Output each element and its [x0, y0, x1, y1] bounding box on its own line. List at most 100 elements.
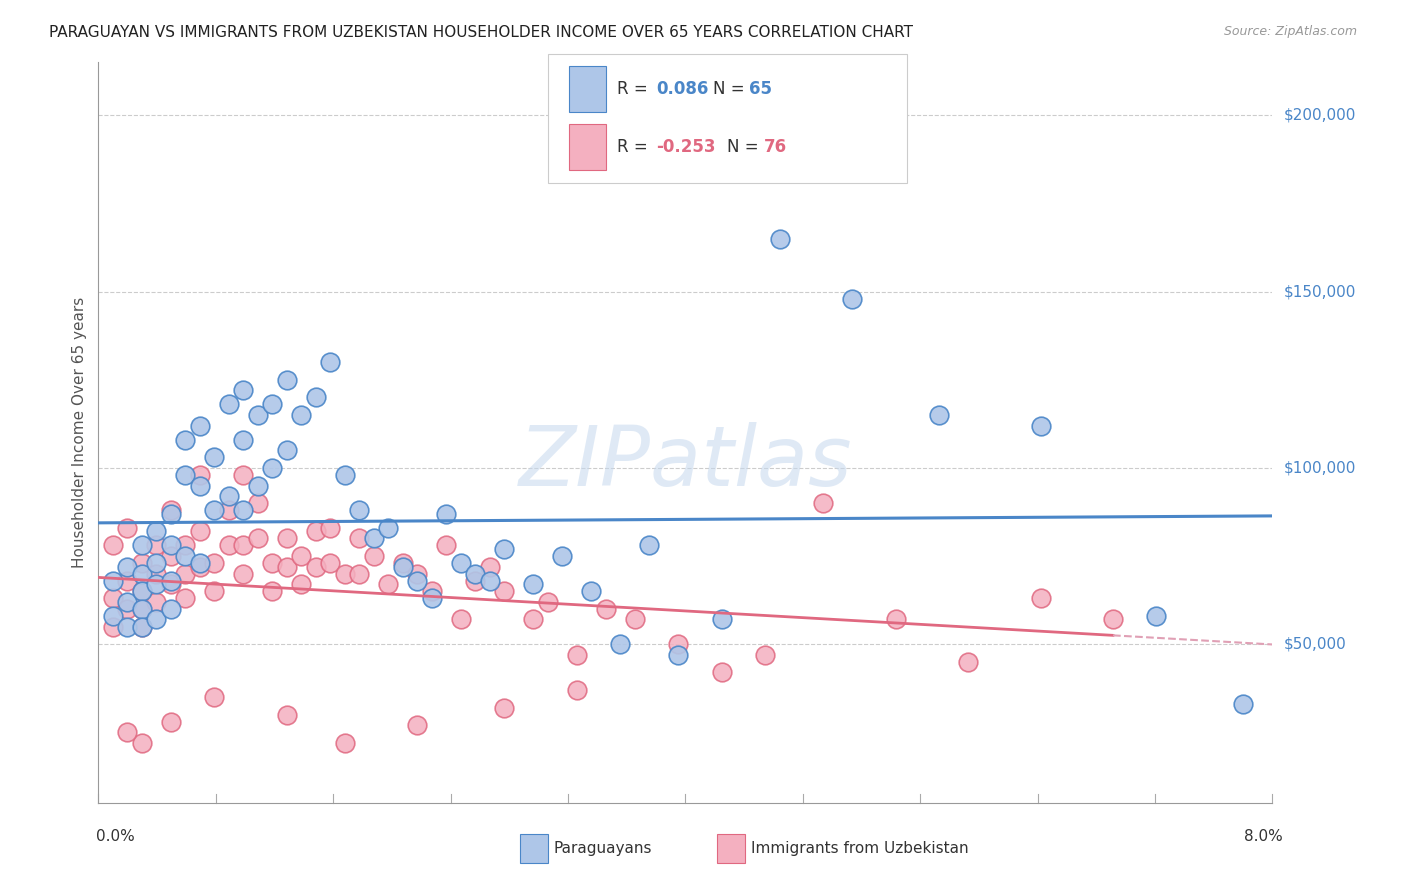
Point	[450, 612, 472, 626]
Point	[145, 524, 167, 539]
Text: R =: R =	[617, 138, 654, 156]
Point	[406, 718, 429, 732]
Text: -0.253: -0.253	[657, 138, 716, 156]
Point	[145, 538, 167, 552]
Point	[522, 612, 544, 626]
Point	[609, 637, 631, 651]
Point	[522, 577, 544, 591]
Point	[565, 648, 588, 662]
Point	[131, 736, 153, 750]
Point	[319, 355, 342, 369]
Point	[884, 612, 907, 626]
Point	[1102, 612, 1125, 626]
Text: N =: N =	[713, 80, 749, 98]
Text: ZIPatlas: ZIPatlas	[519, 422, 852, 503]
Point	[131, 584, 153, 599]
Point	[131, 619, 153, 633]
Text: Source: ZipAtlas.com: Source: ZipAtlas.com	[1223, 25, 1357, 38]
Point	[246, 408, 269, 422]
Point	[188, 418, 211, 433]
Point	[232, 384, 254, 398]
Point	[290, 408, 312, 422]
Point	[101, 619, 124, 633]
Text: $100,000: $100,000	[1284, 460, 1355, 475]
Point	[494, 700, 516, 714]
Point	[160, 714, 183, 729]
Point	[160, 503, 183, 517]
Point	[145, 566, 167, 581]
Point	[101, 591, 124, 606]
Point	[276, 532, 298, 546]
Point	[101, 609, 124, 624]
Point	[174, 467, 197, 482]
Point	[218, 503, 240, 517]
Point	[305, 559, 328, 574]
Point	[623, 612, 645, 626]
Point	[174, 549, 197, 563]
Point	[262, 584, 284, 599]
Point	[117, 602, 139, 616]
Point	[246, 496, 269, 510]
Point	[276, 443, 298, 458]
Point	[145, 556, 167, 570]
Point	[478, 559, 501, 574]
Point	[145, 577, 167, 591]
Text: 65: 65	[749, 80, 772, 98]
Point	[420, 584, 443, 599]
Point	[638, 538, 661, 552]
Point	[160, 507, 183, 521]
Point	[145, 612, 167, 626]
Point	[841, 292, 863, 306]
Point	[145, 595, 167, 609]
Point	[131, 566, 153, 581]
Point	[131, 619, 153, 633]
Point	[202, 690, 225, 704]
Point	[262, 556, 284, 570]
Point	[434, 538, 457, 552]
Point	[494, 541, 516, 556]
Point	[160, 549, 183, 563]
Point	[928, 408, 950, 422]
Point	[218, 397, 240, 411]
Point	[117, 595, 139, 609]
Point	[349, 566, 371, 581]
Point	[377, 521, 399, 535]
Point	[160, 602, 183, 616]
Point	[391, 556, 413, 570]
Point	[363, 532, 385, 546]
Text: N =: N =	[727, 138, 763, 156]
Point	[218, 489, 240, 503]
Point	[276, 373, 298, 387]
Point	[188, 556, 211, 570]
Point	[262, 461, 284, 475]
Point	[579, 584, 602, 599]
Point	[174, 433, 197, 447]
Point	[769, 232, 792, 246]
Point	[276, 707, 298, 722]
Point	[333, 736, 356, 750]
Point	[391, 559, 413, 574]
Point	[117, 521, 139, 535]
Point	[232, 538, 254, 552]
Point	[218, 538, 240, 552]
Point	[754, 648, 776, 662]
Point	[131, 602, 153, 616]
Point	[232, 433, 254, 447]
Point	[710, 665, 733, 680]
Point	[333, 566, 356, 581]
Point	[232, 503, 254, 517]
Point	[188, 559, 211, 574]
Point	[131, 538, 153, 552]
Point	[117, 559, 139, 574]
Point	[202, 450, 225, 465]
Point	[188, 478, 211, 492]
Point	[160, 538, 183, 552]
Point	[232, 467, 254, 482]
Point	[202, 556, 225, 570]
Point	[478, 574, 501, 588]
Point	[420, 591, 443, 606]
Point	[319, 521, 342, 535]
Point	[174, 538, 197, 552]
Point	[333, 467, 356, 482]
Point	[1029, 591, 1052, 606]
